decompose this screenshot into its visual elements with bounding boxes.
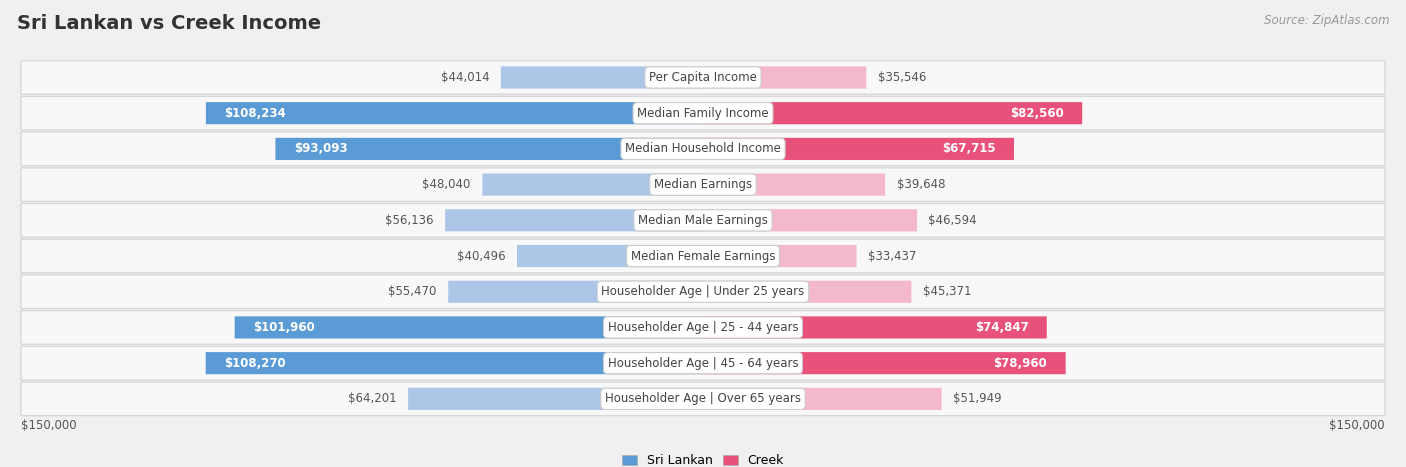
FancyBboxPatch shape <box>703 174 886 196</box>
Text: Median Female Earnings: Median Female Earnings <box>631 249 775 262</box>
Text: $44,014: $44,014 <box>440 71 489 84</box>
Text: $67,715: $67,715 <box>942 142 995 156</box>
Text: $45,371: $45,371 <box>922 285 972 298</box>
FancyBboxPatch shape <box>703 66 866 89</box>
Text: $78,960: $78,960 <box>994 357 1047 370</box>
FancyBboxPatch shape <box>703 209 917 231</box>
Text: $48,040: $48,040 <box>422 178 471 191</box>
FancyBboxPatch shape <box>21 61 1385 94</box>
Text: Householder Age | Over 65 years: Householder Age | Over 65 years <box>605 392 801 405</box>
FancyBboxPatch shape <box>501 66 703 89</box>
FancyBboxPatch shape <box>703 102 1083 124</box>
Text: Median Household Income: Median Household Income <box>626 142 780 156</box>
Text: $93,093: $93,093 <box>294 142 347 156</box>
Text: Source: ZipAtlas.com: Source: ZipAtlas.com <box>1264 14 1389 27</box>
Text: $39,648: $39,648 <box>897 178 945 191</box>
Text: Householder Age | Under 25 years: Householder Age | Under 25 years <box>602 285 804 298</box>
Text: $150,000: $150,000 <box>21 418 76 432</box>
Text: $33,437: $33,437 <box>868 249 917 262</box>
Text: $56,136: $56,136 <box>385 214 433 227</box>
FancyBboxPatch shape <box>703 388 942 410</box>
Text: $46,594: $46,594 <box>928 214 977 227</box>
FancyBboxPatch shape <box>21 311 1385 344</box>
Text: $108,234: $108,234 <box>225 106 285 120</box>
Legend: Sri Lankan, Creek: Sri Lankan, Creek <box>617 449 789 467</box>
Text: Per Capita Income: Per Capita Income <box>650 71 756 84</box>
FancyBboxPatch shape <box>21 168 1385 201</box>
FancyBboxPatch shape <box>205 352 703 374</box>
FancyBboxPatch shape <box>21 275 1385 309</box>
FancyBboxPatch shape <box>703 352 1066 374</box>
Text: Sri Lankan vs Creek Income: Sri Lankan vs Creek Income <box>17 14 321 33</box>
FancyBboxPatch shape <box>703 138 1014 160</box>
Text: Median Family Income: Median Family Income <box>637 106 769 120</box>
FancyBboxPatch shape <box>408 388 703 410</box>
Text: $82,560: $82,560 <box>1010 106 1064 120</box>
FancyBboxPatch shape <box>482 174 703 196</box>
FancyBboxPatch shape <box>21 96 1385 130</box>
Text: $64,201: $64,201 <box>349 392 396 405</box>
FancyBboxPatch shape <box>21 347 1385 380</box>
Text: Householder Age | 45 - 64 years: Householder Age | 45 - 64 years <box>607 357 799 370</box>
Text: $51,949: $51,949 <box>953 392 1001 405</box>
Text: $150,000: $150,000 <box>1330 418 1385 432</box>
FancyBboxPatch shape <box>703 281 911 303</box>
FancyBboxPatch shape <box>205 102 703 124</box>
FancyBboxPatch shape <box>446 209 703 231</box>
Text: $35,546: $35,546 <box>877 71 927 84</box>
Text: Householder Age | 25 - 44 years: Householder Age | 25 - 44 years <box>607 321 799 334</box>
FancyBboxPatch shape <box>21 382 1385 416</box>
FancyBboxPatch shape <box>276 138 703 160</box>
Text: $101,960: $101,960 <box>253 321 315 334</box>
Text: Median Earnings: Median Earnings <box>654 178 752 191</box>
FancyBboxPatch shape <box>449 281 703 303</box>
FancyBboxPatch shape <box>703 245 856 267</box>
Text: Median Male Earnings: Median Male Earnings <box>638 214 768 227</box>
Text: $74,847: $74,847 <box>974 321 1028 334</box>
FancyBboxPatch shape <box>703 316 1047 339</box>
FancyBboxPatch shape <box>235 316 703 339</box>
Text: $108,270: $108,270 <box>224 357 285 370</box>
FancyBboxPatch shape <box>21 204 1385 237</box>
Text: $55,470: $55,470 <box>388 285 437 298</box>
FancyBboxPatch shape <box>21 239 1385 273</box>
Text: $40,496: $40,496 <box>457 249 506 262</box>
FancyBboxPatch shape <box>517 245 703 267</box>
FancyBboxPatch shape <box>21 132 1385 166</box>
